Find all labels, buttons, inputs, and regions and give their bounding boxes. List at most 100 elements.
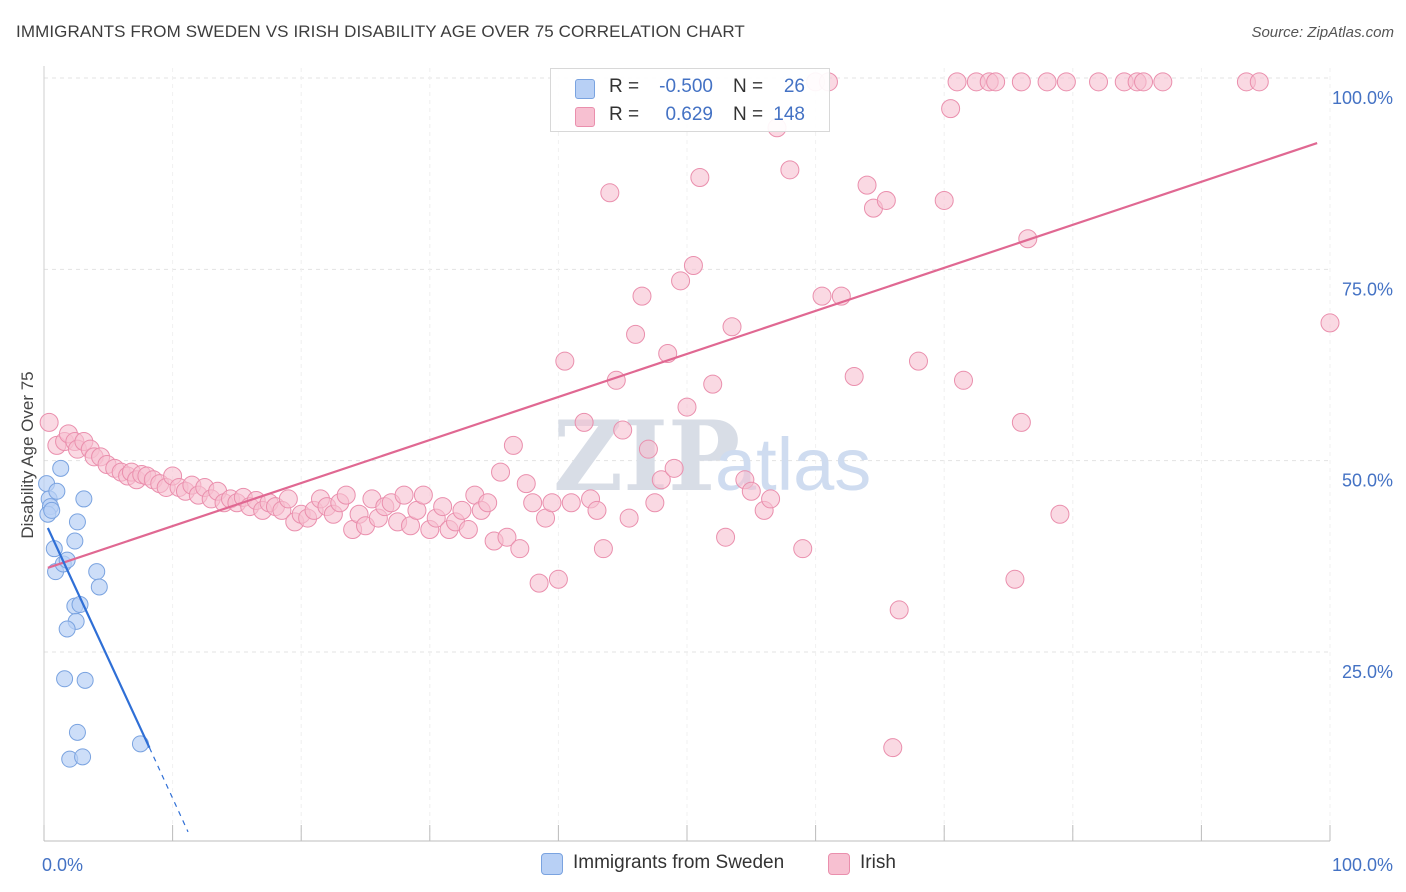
irish-point bbox=[593, 539, 613, 559]
irish-point bbox=[523, 493, 543, 513]
irish-point bbox=[953, 370, 973, 390]
irish-point bbox=[1005, 569, 1025, 589]
legend-r-value: 0.629 bbox=[665, 104, 713, 125]
y-tick-label: 50.0% bbox=[1342, 471, 1393, 491]
irish-point bbox=[574, 412, 594, 432]
legend-n-value: 148 bbox=[773, 104, 805, 125]
sweden-point bbox=[66, 532, 84, 550]
irish-point bbox=[491, 462, 511, 482]
sweden-point bbox=[58, 620, 76, 638]
irish-point bbox=[1056, 72, 1076, 92]
legend-swatch-irish bbox=[575, 107, 595, 127]
irish-point bbox=[529, 573, 549, 593]
series-legend: Immigrants from Sweden Irish bbox=[0, 850, 1406, 880]
irish-point bbox=[986, 72, 1006, 92]
correlation-legend: R = -0.500 N = 26 R = 0.629 N = 148 bbox=[550, 68, 830, 132]
irish-point bbox=[413, 485, 433, 505]
irish-point bbox=[645, 493, 665, 513]
irish-point bbox=[1018, 229, 1038, 249]
irish-point bbox=[394, 485, 414, 505]
irish-point bbox=[336, 485, 356, 505]
irish-point bbox=[278, 489, 298, 509]
irish-point bbox=[780, 160, 800, 180]
axes bbox=[43, 66, 1331, 842]
legend-swatch-sweden bbox=[575, 79, 595, 99]
sweden-point bbox=[75, 490, 93, 508]
irish-point bbox=[908, 351, 928, 371]
series-irish bbox=[39, 72, 1340, 758]
irish-point bbox=[876, 190, 896, 210]
y-tick-labels: 25.0% 50.0% 75.0% 100.0% bbox=[1332, 88, 1393, 682]
legend-n-value: 26 bbox=[783, 76, 805, 97]
irish-point bbox=[632, 286, 652, 306]
sweden-point bbox=[88, 563, 106, 581]
sweden-point bbox=[52, 459, 70, 477]
sweden-trend-line bbox=[46, 527, 151, 749]
irish-point bbox=[510, 539, 530, 559]
irish-point bbox=[716, 527, 736, 547]
legend-label-irish: Irish bbox=[860, 852, 896, 873]
irish-point bbox=[619, 508, 639, 528]
irish-point bbox=[39, 412, 59, 432]
irish-point bbox=[1153, 72, 1173, 92]
irish-point bbox=[671, 271, 691, 291]
irish-point bbox=[683, 256, 703, 276]
irish-point bbox=[722, 317, 742, 337]
irish-point bbox=[1011, 412, 1031, 432]
y-tick-label: 25.0% bbox=[1342, 662, 1393, 682]
sweden-point bbox=[90, 578, 108, 596]
legend-swatch-irish bbox=[828, 853, 850, 875]
irish-point bbox=[677, 397, 697, 417]
legend-r-value: -0.500 bbox=[659, 76, 713, 97]
irish-point bbox=[613, 420, 633, 440]
legend-row-irish: R = 0.629 N = 148 bbox=[551, 101, 829, 131]
irish-point bbox=[626, 324, 646, 344]
irish-point bbox=[516, 474, 536, 494]
series-sweden bbox=[38, 459, 149, 768]
watermark-atlas: atlas bbox=[715, 423, 871, 506]
irish-point bbox=[542, 493, 562, 513]
irish-point bbox=[1134, 72, 1154, 92]
irish-point bbox=[458, 520, 478, 540]
irish-point bbox=[497, 527, 517, 547]
irish-point bbox=[690, 167, 710, 187]
irish-point bbox=[600, 183, 620, 203]
irish-point bbox=[1320, 313, 1340, 333]
legend-label-sweden: Immigrants from Sweden bbox=[573, 852, 785, 873]
sweden-point bbox=[76, 671, 94, 689]
legend-n-label: N = bbox=[733, 104, 764, 125]
irish-point bbox=[812, 286, 832, 306]
sweden-point bbox=[68, 723, 86, 741]
irish-point bbox=[651, 470, 671, 490]
irish-point bbox=[561, 493, 581, 513]
irish-point bbox=[934, 190, 954, 210]
sweden-trend-extension bbox=[148, 747, 189, 833]
sweden-point bbox=[48, 482, 66, 500]
x-tick-label: 0.0% bbox=[42, 855, 83, 875]
legend-n-label: N = bbox=[733, 76, 764, 97]
y-tick-label: 100.0% bbox=[1332, 88, 1393, 108]
irish-point bbox=[587, 500, 607, 520]
y-axis-label: Disability Age Over 75 bbox=[18, 371, 37, 538]
irish-point bbox=[1050, 504, 1070, 524]
x-tick-label: 100.0% bbox=[1332, 855, 1393, 875]
irish-point bbox=[638, 439, 658, 459]
irish-point bbox=[1011, 72, 1031, 92]
y-tick-label: 75.0% bbox=[1342, 279, 1393, 299]
irish-point bbox=[889, 600, 909, 620]
sweden-point bbox=[74, 748, 92, 766]
irish-point bbox=[941, 99, 961, 119]
irish-point bbox=[548, 569, 568, 589]
watermark: ZIP atlas bbox=[553, 400, 871, 513]
irish-point bbox=[1249, 72, 1269, 92]
legend-swatch-sweden bbox=[541, 853, 563, 875]
irish-point bbox=[452, 500, 472, 520]
trend-lines bbox=[46, 142, 1318, 833]
legend-r-label: R = bbox=[609, 104, 640, 125]
x-tick-labels: 0.0% 100.0% bbox=[42, 855, 1393, 875]
irish-point bbox=[1089, 72, 1109, 92]
sweden-point bbox=[43, 501, 61, 519]
irish-point bbox=[1037, 72, 1057, 92]
irish-point bbox=[761, 489, 781, 509]
